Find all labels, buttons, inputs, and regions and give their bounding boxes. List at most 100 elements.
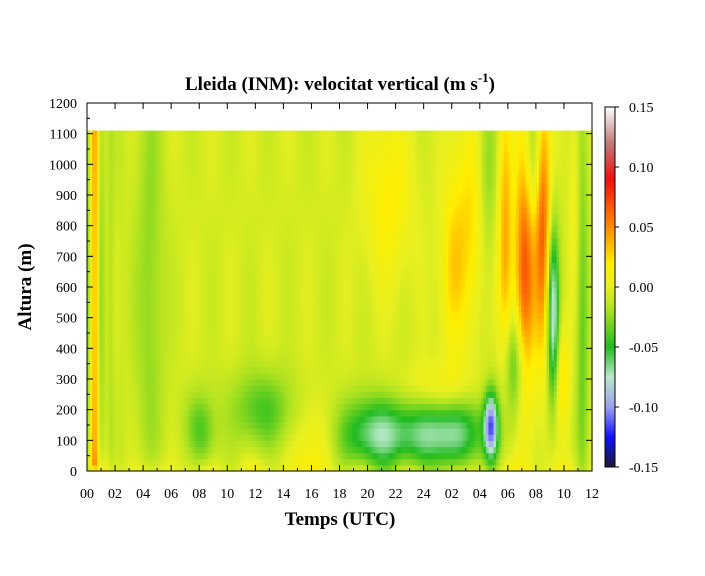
- heatmap-cell: [218, 274, 222, 282]
- heatmap-cell: [117, 458, 121, 466]
- heatmap-cell: [306, 225, 310, 233]
- heatmap-cell: [92, 195, 96, 202]
- heatmap-cell: [107, 311, 111, 319]
- heatmap-cell: [152, 262, 156, 270]
- heatmap-cell: [142, 372, 146, 380]
- heatmap-cell: [142, 336, 146, 343]
- heatmap-cell: [89, 268, 93, 276]
- heatmap-cell: [99, 256, 103, 264]
- heatmap-cell: [203, 130, 207, 135]
- heatmap-cell: [263, 329, 267, 337]
- heatmap-cell: [117, 201, 121, 208]
- heatmap-cell: [271, 274, 275, 282]
- heatmap-cell: [258, 336, 262, 343]
- heatmap-cell: [119, 385, 123, 392]
- heatmap-cell: [215, 274, 219, 282]
- heatmap-cell: [248, 409, 252, 417]
- heatmap-cell: [162, 440, 166, 448]
- heatmap-cell: [157, 336, 161, 343]
- heatmap-cell: [238, 213, 242, 221]
- heatmap-cell: [205, 133, 209, 141]
- heatmap-cell: [114, 213, 118, 221]
- heatmap-cell: [145, 274, 149, 282]
- heatmap-cell: [289, 366, 293, 374]
- heatmap-cell: [137, 293, 141, 300]
- heatmap-cell: [97, 188, 101, 196]
- heatmap-cell: [256, 440, 260, 448]
- heatmap-cell: [122, 207, 126, 214]
- heatmap-cell: [210, 415, 214, 423]
- heatmap-cell: [235, 464, 240, 472]
- heatmap-cell: [185, 342, 189, 349]
- heatmap-cell: [92, 366, 96, 374]
- heatmap-cell: [278, 158, 283, 165]
- heatmap-cell: [215, 354, 219, 362]
- heatmap-cell: [294, 360, 298, 368]
- heatmap-cell: [147, 237, 151, 245]
- heatmap-cell: [276, 379, 280, 386]
- heatmap-cell: [248, 133, 252, 141]
- heatmap-cell: [243, 176, 247, 184]
- heatmap-cell: [225, 256, 229, 264]
- heatmap-cell: [215, 428, 219, 435]
- heatmap-cell: [246, 182, 250, 190]
- heatmap-cell: [124, 342, 129, 349]
- heatmap-cell: [200, 274, 204, 282]
- heatmap-cell: [104, 464, 108, 472]
- heatmap-cell: [230, 237, 235, 245]
- heatmap-cell: [167, 305, 171, 313]
- heatmap-cell: [99, 336, 103, 343]
- heatmap-cell: [208, 201, 212, 208]
- heatmap-cell: [228, 280, 232, 288]
- heatmap-cell: [256, 176, 260, 184]
- heatmap-cell: [205, 219, 209, 227]
- heatmap-cell: [205, 170, 209, 178]
- heatmap-cell: [271, 182, 275, 190]
- heatmap-cell: [99, 348, 103, 356]
- heatmap-cell: [134, 299, 139, 306]
- heatmap-cell: [119, 446, 123, 454]
- heatmap-cell: [87, 139, 91, 147]
- heatmap-cell: [294, 164, 298, 172]
- heatmap-cell: [198, 274, 202, 282]
- heatmap-cell: [241, 188, 245, 196]
- heatmap-cell: [92, 207, 96, 214]
- heatmap-cell: [296, 158, 300, 165]
- heatmap-cell: [233, 366, 237, 374]
- heatmap-cell: [167, 188, 171, 196]
- heatmap-cell: [99, 207, 103, 214]
- heatmap-cell: [160, 164, 164, 172]
- heatmap-cell: [241, 372, 245, 380]
- heatmap-cell: [281, 421, 285, 429]
- heatmap-cell: [286, 336, 290, 343]
- heatmap-cell: [261, 342, 265, 349]
- heatmap-cell: [253, 323, 257, 331]
- heatmap-cell: [160, 219, 164, 227]
- heatmap-cell: [251, 336, 255, 343]
- heatmap-cell: [251, 409, 255, 417]
- heatmap-cell: [233, 182, 237, 190]
- heatmap-cell: [248, 440, 252, 448]
- heatmap-cell: [114, 158, 118, 165]
- heatmap-cell: [278, 182, 283, 190]
- heatmap-cell: [256, 434, 260, 441]
- heatmap-cell: [256, 213, 260, 221]
- heatmap-cell: [233, 372, 237, 380]
- heatmap-cell: [271, 415, 275, 423]
- heatmap-cell: [266, 342, 270, 349]
- heatmap-cell: [256, 336, 260, 343]
- heatmap-cell: [89, 195, 93, 202]
- heatmap-cell: [104, 244, 108, 251]
- heatmap-cell: [225, 176, 229, 184]
- heatmap-cell: [92, 372, 96, 380]
- heatmap-cell: [104, 397, 108, 405]
- heatmap-cell: [286, 409, 290, 417]
- heatmap-cell: [147, 440, 151, 448]
- heatmap-cell: [145, 182, 149, 190]
- heatmap-cell: [253, 139, 257, 147]
- heatmap-cell: [251, 170, 255, 178]
- heatmap-cell: [137, 195, 141, 202]
- heatmap-cell: [281, 176, 285, 184]
- heatmap-cell: [208, 464, 212, 472]
- heatmap-cell: [233, 225, 237, 233]
